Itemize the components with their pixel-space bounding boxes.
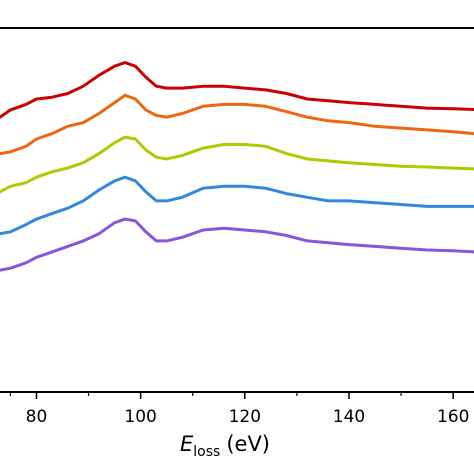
x-axis-label-unit: (eV) (226, 432, 270, 456)
series-line-3 (0, 135, 474, 194)
plot-frame (0, 27, 474, 393)
x-axis-label: Eloss (eV) (180, 432, 270, 460)
series-layer (0, 61, 474, 272)
x-axis-label-subscript: loss (193, 444, 220, 460)
series-line-2 (0, 93, 474, 156)
x-tick-label: 100 (124, 407, 156, 427)
x-tick-label: 160 (437, 407, 469, 427)
series-line-1 (0, 61, 474, 119)
x-tick-label: 140 (333, 407, 365, 427)
x-axis-label-symbol: E (180, 432, 194, 456)
x-tick-label: 80 (26, 407, 48, 427)
series-line-4 (0, 175, 474, 236)
series-line-5 (0, 217, 474, 272)
x-axis-ticks: 80 100 120 140 160 (9, 392, 469, 427)
x-tick-label: 120 (229, 407, 261, 427)
